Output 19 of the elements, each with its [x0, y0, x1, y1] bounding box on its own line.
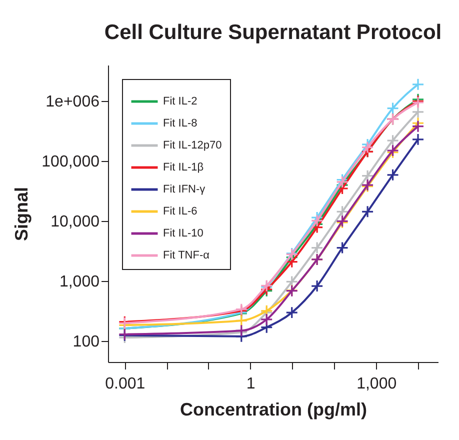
y-tick-label: 1e+006: [46, 94, 100, 111]
legend-label: Fit IL-1β: [163, 162, 204, 174]
legend-label: Fit IL-6: [163, 206, 198, 218]
legend-label: Fit IFN-γ: [163, 184, 206, 196]
x-tick-label: 0.001: [105, 376, 146, 392]
chart-title: Cell Culture Supernatant Protocol: [104, 21, 442, 44]
legend-label: Fit TNF-α: [163, 250, 210, 262]
x-tick-label: 1,000: [356, 376, 397, 392]
x-tick-label: 1: [246, 376, 256, 392]
y-axis-title: Signal: [12, 186, 32, 242]
legend-label: Fit IL-8: [163, 118, 198, 130]
legend-label: Fit IL-2: [163, 96, 198, 108]
legend-label: Fit IL-10: [163, 228, 204, 240]
y-tick-label: 100: [72, 334, 100, 351]
y-tick-label: 100,000: [42, 154, 100, 171]
legend-label: Fit IL-12p70: [163, 140, 222, 152]
x-axis-title: Concentration (pg/ml): [180, 400, 367, 420]
y-tick-label: 1,000: [59, 274, 100, 291]
y-tick-label: 10,000: [50, 214, 100, 231]
